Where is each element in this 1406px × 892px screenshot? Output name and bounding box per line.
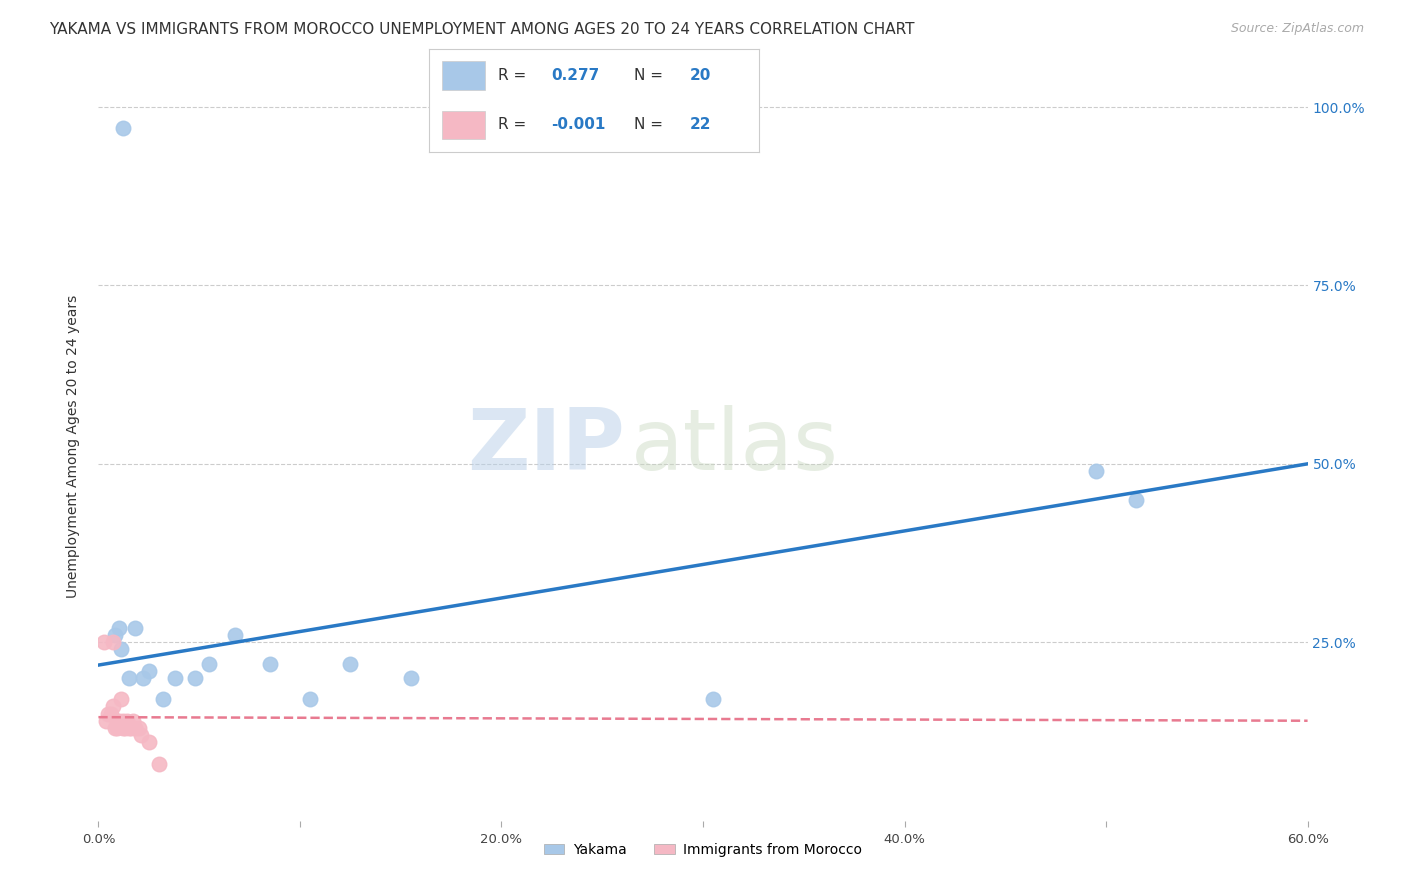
- Point: [103, 628, 125, 642]
- Point: [129, 728, 152, 742]
- Text: -0.001: -0.001: [551, 117, 606, 132]
- Text: N =: N =: [634, 68, 668, 83]
- Point: [100, 706, 122, 721]
- Point: [299, 692, 322, 706]
- Point: [224, 628, 246, 642]
- Point: [118, 671, 141, 685]
- Text: YAKAMA VS IMMIGRANTS FROM MOROCCO UNEMPLOYMENT AMONG AGES 20 TO 24 YEARS CORRELA: YAKAMA VS IMMIGRANTS FROM MOROCCO UNEMPL…: [49, 22, 915, 37]
- Point: [1085, 464, 1108, 478]
- Point: [103, 721, 125, 735]
- Point: [107, 621, 129, 635]
- Point: [101, 699, 124, 714]
- Text: ZIP: ZIP: [467, 404, 624, 488]
- Point: [97, 706, 120, 721]
- Point: [339, 657, 361, 671]
- Point: [259, 657, 281, 671]
- Text: 0.277: 0.277: [551, 68, 599, 83]
- Point: [148, 756, 170, 771]
- Text: R =: R =: [498, 68, 531, 83]
- Point: [115, 714, 138, 728]
- Text: R =: R =: [498, 117, 531, 132]
- Point: [128, 721, 150, 735]
- Text: atlas: atlas: [630, 404, 838, 488]
- Point: [101, 635, 124, 649]
- Text: 20: 20: [690, 68, 711, 83]
- Y-axis label: Unemployment Among Ages 20 to 24 years: Unemployment Among Ages 20 to 24 years: [66, 294, 80, 598]
- Point: [107, 714, 129, 728]
- Point: [163, 671, 186, 685]
- Point: [110, 692, 132, 706]
- Point: [124, 621, 146, 635]
- Point: [124, 721, 146, 735]
- Bar: [441, 62, 485, 90]
- Point: [110, 642, 132, 657]
- Point: [111, 714, 134, 728]
- Point: [152, 692, 174, 706]
- Point: [96, 714, 118, 728]
- Text: Source: ZipAtlas.com: Source: ZipAtlas.com: [1230, 22, 1364, 36]
- Point: [399, 671, 422, 685]
- Point: [132, 671, 155, 685]
- Point: [702, 692, 724, 706]
- Point: [138, 735, 160, 749]
- Point: [114, 721, 136, 735]
- Text: 22: 22: [690, 117, 711, 132]
- Point: [198, 657, 221, 671]
- Point: [111, 721, 134, 735]
- Point: [118, 721, 141, 735]
- Point: [1125, 492, 1147, 507]
- Point: [111, 121, 134, 136]
- Bar: [441, 111, 485, 139]
- Text: N =: N =: [634, 117, 668, 132]
- Point: [138, 664, 160, 678]
- Point: [93, 635, 115, 649]
- Point: [120, 721, 142, 735]
- Point: [184, 671, 207, 685]
- Point: [121, 714, 143, 728]
- Point: [105, 721, 128, 735]
- Legend: Yakama, Immigrants from Morocco: Yakama, Immigrants from Morocco: [538, 838, 868, 863]
